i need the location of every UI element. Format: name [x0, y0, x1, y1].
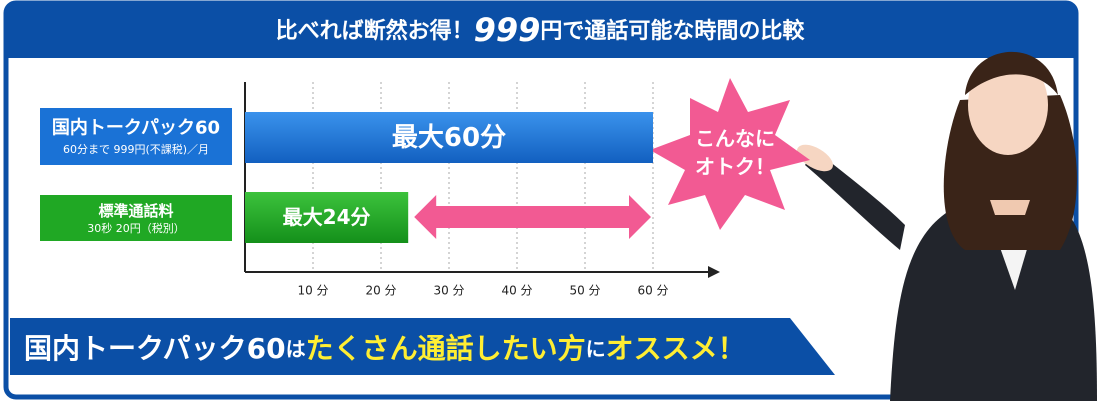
person	[796, 51, 1097, 401]
x-tick-label: 20 分	[365, 284, 396, 298]
difference-arrow	[414, 195, 651, 239]
value-label: 最大60分	[392, 123, 506, 153]
header-band	[6, 3, 1076, 58]
burst	[650, 78, 810, 230]
banner-part: に	[586, 337, 606, 361]
category-box	[40, 195, 232, 241]
x-tick-label: 60 分	[637, 284, 668, 298]
category-label: 標準通話料	[98, 202, 173, 220]
banner	[10, 318, 835, 375]
banner-part: は	[286, 337, 306, 361]
x-tick-label: 10 分	[297, 284, 328, 298]
x-tick-label: 30 分	[433, 284, 464, 298]
category-sublabel: 60分まで 999円(不課税)／月	[63, 142, 209, 156]
title-part: 比べれば断然お得！	[276, 18, 474, 44]
title-part: 円で通話可能な時間の比較	[540, 18, 805, 44]
bar	[245, 112, 653, 163]
annotation-line: オトク！	[695, 155, 775, 179]
annotation-line: こんなに	[695, 127, 775, 151]
x-tick-label: 50 分	[569, 284, 600, 298]
category-label: 国内トークパック60	[52, 117, 220, 139]
category-sublabel: 30秒 20円（税別）	[87, 221, 185, 235]
banner-part: オススメ！	[606, 332, 746, 365]
title-part: 999	[474, 11, 541, 49]
chart-title: 比べれば断然お得！999円で通話可能な時間の比較	[276, 11, 806, 49]
banner-part: たくさん通話したい方	[306, 332, 586, 365]
banner-part: 国内トークパック60	[24, 332, 286, 365]
category-box	[40, 108, 232, 165]
axis-arrow	[708, 266, 720, 278]
banner-text: 国内トークパック60はたくさん通話したい方にオススメ！	[24, 332, 746, 365]
bar	[245, 192, 409, 243]
x-tick-label: 40 分	[501, 284, 532, 298]
value-label: 最大24分	[283, 205, 371, 229]
